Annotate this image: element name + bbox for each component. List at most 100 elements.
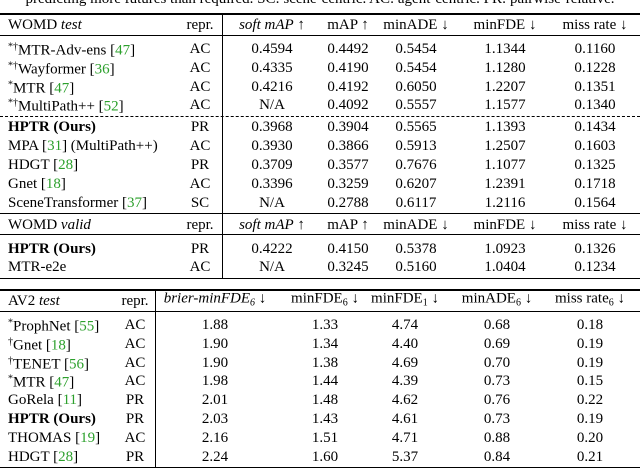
table-cell: 0.4190 bbox=[327, 59, 369, 76]
table-cell: 0.3245 bbox=[327, 259, 369, 276]
table-cell: 1.1577 bbox=[484, 97, 526, 114]
table-cell: 1.1077 bbox=[484, 157, 526, 173]
text-segment: brier-minFDE bbox=[163, 290, 251, 307]
text-segment: 1 bbox=[422, 297, 428, 309]
table-cell: 1.0404 bbox=[484, 259, 526, 276]
table-rule bbox=[0, 310, 640, 312]
table-cell: 1.38 bbox=[311, 354, 339, 371]
text-segment: MTR-Adv-ens [ bbox=[18, 42, 116, 59]
table-cell: 2.16 bbox=[201, 429, 229, 446]
table-cell: 1.34 bbox=[311, 335, 339, 352]
table-cell: 4.74 bbox=[391, 317, 419, 333]
table-rule bbox=[0, 277, 640, 280]
text-segment: 55 bbox=[79, 318, 95, 335]
table-cell: 0.1434 bbox=[574, 119, 616, 136]
table-cell: AC bbox=[189, 78, 211, 95]
text-segment: SceneTransformer [ bbox=[8, 194, 127, 211]
text-segment: MPA [ bbox=[8, 138, 48, 155]
text-segment: 31 bbox=[47, 138, 63, 155]
text-segment: minADE bbox=[461, 290, 516, 307]
text-segment: ] bbox=[142, 194, 147, 211]
column-header: minFDE ↓ bbox=[473, 216, 537, 233]
method-name: *†Wayformer [36] bbox=[8, 57, 115, 78]
method-name: *MTR [47] bbox=[8, 76, 74, 97]
text-segment: HPTR (Ours) bbox=[8, 119, 96, 136]
table-cell: PR bbox=[190, 240, 210, 257]
text-segment: ] bbox=[73, 157, 79, 173]
column-header: minFDE6 ↓ bbox=[291, 290, 359, 313]
table-cell: 0.5160 bbox=[395, 259, 437, 276]
table-cell: AC bbox=[124, 317, 146, 333]
table-cell: 0.1228 bbox=[574, 59, 616, 76]
table-cell: 4.71 bbox=[391, 429, 419, 446]
table-cell: 0.1234 bbox=[574, 259, 616, 276]
text-segment: ] bbox=[60, 175, 66, 192]
table-cell: 0.6050 bbox=[395, 78, 437, 95]
text-segment: † bbox=[8, 355, 13, 367]
method-name: *†MTR-Adv-ens [47] bbox=[8, 39, 135, 60]
text-segment: 6 bbox=[608, 297, 614, 309]
table-cell: 4.40 bbox=[391, 335, 419, 352]
table-cell: 0.5454 bbox=[395, 41, 437, 57]
table-cell: 1.98 bbox=[201, 373, 229, 390]
text-segment: ] bbox=[118, 98, 124, 115]
table-cell: 0.3396 bbox=[251, 175, 293, 192]
method-name: *ProphNet [55] bbox=[8, 315, 99, 336]
text-segment: * bbox=[8, 79, 13, 91]
method-name: MTR-e2e bbox=[8, 259, 67, 276]
table-cell: N/A bbox=[259, 259, 285, 276]
column-header: mAP ↑ bbox=[327, 216, 369, 233]
table-cell: PR bbox=[190, 119, 210, 136]
table-cell: PR bbox=[125, 448, 145, 465]
text-segment: 11 bbox=[62, 392, 78, 409]
table-cell: AC bbox=[189, 97, 211, 114]
text-segment: ] (MultiPath++) bbox=[62, 138, 158, 155]
method-name: †Gnet [18] bbox=[8, 333, 71, 354]
table-cell: 0.4335 bbox=[251, 59, 293, 76]
text-segment: *† bbox=[8, 97, 18, 109]
text-segment: 37 bbox=[127, 194, 142, 211]
text-segment: soft mAP bbox=[239, 17, 294, 33]
table-cell: 2.24 bbox=[201, 448, 229, 465]
table-cell: 0.76 bbox=[483, 392, 511, 409]
text-segment: ] bbox=[69, 80, 75, 97]
table-cell: 1.1280 bbox=[484, 59, 526, 76]
text-segment: ↓ bbox=[427, 290, 439, 307]
column-header: repr. bbox=[186, 17, 214, 33]
table-cell: 0.4492 bbox=[327, 41, 369, 57]
table-cell: 0.19 bbox=[576, 335, 604, 352]
table-cell: SC bbox=[190, 194, 210, 211]
text-segment: ProphNet [ bbox=[13, 318, 80, 335]
table-cell: 0.3930 bbox=[251, 138, 293, 155]
table-cell: 1.1344 bbox=[484, 41, 526, 57]
table-cell: 0.4222 bbox=[251, 240, 293, 257]
table-cell: PR bbox=[190, 157, 210, 173]
method-name: SceneTransformer [37] bbox=[8, 194, 147, 212]
table-cell: 1.1393 bbox=[484, 119, 526, 136]
table-cell: 1.2507 bbox=[484, 138, 526, 155]
text-segment: WOMD bbox=[8, 216, 61, 233]
table-cell: 0.18 bbox=[576, 317, 604, 333]
table-cell: 1.51 bbox=[311, 429, 339, 446]
table-cell: 0.84 bbox=[483, 448, 511, 465]
text-segment: † bbox=[8, 336, 13, 348]
table-cell: 1.88 bbox=[201, 317, 229, 333]
text-segment: Wayformer [ bbox=[18, 61, 95, 78]
column-header: minFDE1 ↓ bbox=[371, 290, 439, 313]
table-cell: 0.6207 bbox=[395, 175, 437, 192]
text-segment: 28 bbox=[58, 448, 74, 465]
text-segment: TENET [ bbox=[13, 356, 69, 373]
text-segment: ↑ bbox=[293, 17, 305, 33]
table-cell: 2.03 bbox=[201, 411, 229, 427]
table-cell: 0.4092 bbox=[327, 97, 369, 114]
text-segment: MTR [ bbox=[13, 80, 55, 97]
text-segment: *† bbox=[8, 41, 18, 53]
method-name: HPTR (Ours) bbox=[8, 118, 96, 136]
method-name: HPTR (Ours) bbox=[8, 240, 96, 258]
column-header: WOMD valid bbox=[8, 216, 91, 234]
text-segment: * bbox=[8, 373, 13, 385]
table-cell: 0.2788 bbox=[327, 194, 369, 211]
text-segment: 6 bbox=[515, 297, 521, 309]
text-segment: ↓ bbox=[255, 290, 267, 307]
table-cell: 0.1326 bbox=[574, 240, 616, 257]
